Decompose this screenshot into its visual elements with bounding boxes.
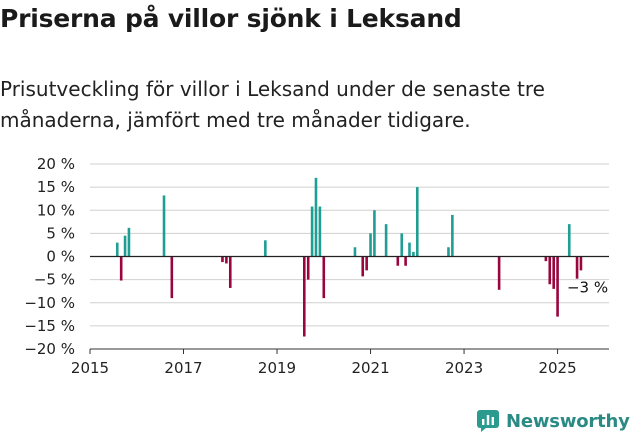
last-value-label: −3 %: [567, 278, 608, 296]
bar: [369, 233, 372, 257]
bar: [322, 256, 326, 299]
x-axis: 2015 2017 2019 2021 2023 2025: [71, 348, 609, 377]
bar-chart: 20 % 15 % 10 % 5 % 0 % −5 % −10 % −15 % −20 % 20…: [24, 155, 609, 377]
bar: [451, 214, 454, 257]
y-tick-label: 10 %: [37, 201, 75, 219]
bar: [365, 256, 368, 271]
bar: [115, 242, 119, 257]
bar: [170, 256, 174, 299]
bar: [447, 247, 450, 257]
x-tick-label: 2025: [538, 359, 576, 377]
bar: [353, 247, 357, 257]
bar: [497, 256, 501, 290]
brand-name: Newsworthy: [506, 410, 630, 432]
newsworthy-logo[interactable]: Newsworthy: [476, 409, 630, 433]
y-tick-label: 15 %: [37, 178, 75, 196]
bar: [302, 256, 306, 337]
bar: [119, 256, 123, 281]
y-tick-label: −5 %: [34, 271, 75, 289]
bar: [310, 206, 314, 257]
bar: [221, 256, 224, 263]
y-tick-label: −15 %: [24, 317, 75, 335]
bar: [552, 256, 555, 289]
bar: [412, 251, 415, 257]
bar: [264, 240, 267, 257]
bar: [384, 224, 388, 257]
bar: [579, 256, 583, 271]
y-tick-label: 20 %: [37, 155, 75, 173]
bar: [306, 256, 310, 280]
bar: [228, 256, 232, 288]
bar: [361, 256, 365, 277]
x-tick-label: 2019: [258, 359, 296, 377]
chart-subtitle: Prisutveckling för villor i Leksand unde…: [0, 77, 545, 132]
bar: [556, 256, 559, 317]
y-tick-label: −20 %: [24, 340, 75, 358]
newsworthy-logo-icon: [477, 410, 499, 432]
bar: [544, 256, 548, 262]
bar: [575, 256, 579, 279]
y-tick-label: 5 %: [46, 224, 75, 242]
bar: [400, 233, 404, 257]
x-tick-label: 2017: [164, 359, 202, 377]
bar: [318, 206, 322, 257]
x-tick-label: 2015: [71, 359, 109, 377]
bar: [123, 235, 127, 257]
y-tick-label: −10 %: [24, 294, 75, 312]
x-tick-label: 2023: [445, 359, 483, 377]
bar-series: [90, 177, 609, 337]
bar: [162, 195, 166, 257]
bar: [404, 256, 407, 266]
bar: [314, 177, 318, 257]
x-tick-label: 2021: [351, 359, 389, 377]
chart-title: Priserna på villor sjönk i Leksand: [0, 4, 462, 33]
bar: [415, 187, 419, 257]
bar: [396, 256, 400, 266]
y-axis-ticks: 20 % 15 % 10 % 5 % 0 % −5 % −10 % −15 % −20 %: [24, 155, 75, 358]
bar: [225, 256, 228, 264]
y-tick-label: 0 %: [46, 248, 75, 266]
bar: [373, 210, 376, 257]
bar: [127, 227, 131, 257]
bar: [548, 256, 552, 285]
bar: [567, 224, 571, 257]
bar: [408, 242, 411, 257]
